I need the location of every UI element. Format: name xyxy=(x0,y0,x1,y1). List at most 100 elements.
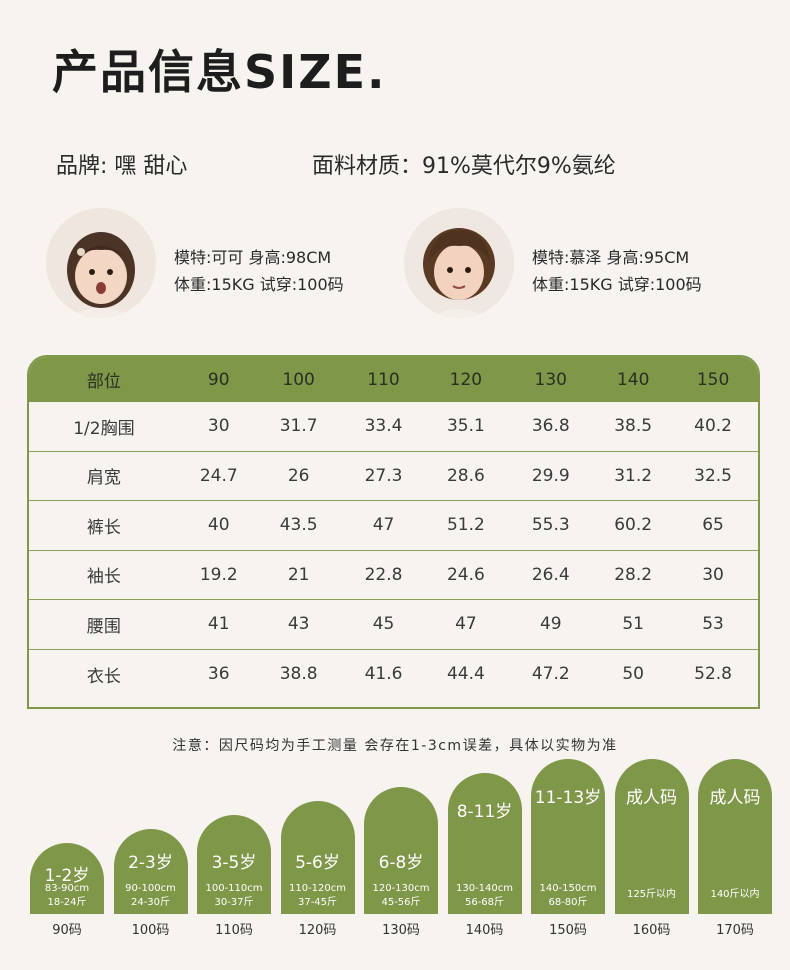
height-range-label: 120-130cm xyxy=(372,883,430,894)
table-cell: 45 xyxy=(372,614,395,635)
age-range-label: 3-5岁 xyxy=(211,853,257,873)
table-cell: 24.7 xyxy=(199,465,238,486)
measurement-note: 注意：因尺码均为手工测量 会存在1-3cm误差，具体以实物为准 xyxy=(172,738,618,754)
age-size-column: 1-2岁 83-90cm 18-24斤 90码 xyxy=(27,770,107,970)
size-label: 120码 xyxy=(298,923,337,938)
header-cell: 120 xyxy=(449,369,483,390)
table-cell: 1/2胸围 xyxy=(73,418,135,439)
age-size-column: 成人码 125斤以内 160码 xyxy=(612,759,692,970)
weight-range-label: 18-24斤 xyxy=(47,897,87,908)
table-cell: 32.5 xyxy=(694,465,732,486)
brand-text: 品牌: 嘿 甜心 xyxy=(56,154,188,179)
boy-model-photo xyxy=(404,208,514,318)
table-row: 衣长 36 38.8 41.6 44.4 47.2 50 52.8 xyxy=(29,650,758,700)
age-range-label: 6-8岁 xyxy=(378,853,424,873)
girl-model-info: 模特:可可 身高:98CM 体重:15KG 试穿:100码 xyxy=(174,244,414,298)
table-row: 裤长 40 43.5 47 51.2 55.3 60.2 65 xyxy=(29,501,758,551)
header-cell: 100 xyxy=(282,369,315,390)
age-size-column: 5-6岁 110-120cm 37-45斤 120码 xyxy=(278,770,358,970)
weight-range-label: 56-68斤 xyxy=(464,897,505,908)
age-range-label: 8-11岁 xyxy=(456,802,513,822)
size-label: 170码 xyxy=(716,923,754,938)
girl-model-line2: 体重:15KG 试穿:100码 xyxy=(174,275,344,294)
table-row: 袖长 19.2 21 22.8 24.6 26.4 28.2 30 xyxy=(29,551,758,600)
header-cell: 90 xyxy=(207,369,230,390)
table-cell: 52.8 xyxy=(694,664,732,685)
table-cell: 袖长 xyxy=(86,567,121,588)
age-size-column: 3-5岁 100-110cm 30-37斤 110码 xyxy=(194,770,274,970)
table-cell: 裤长 xyxy=(86,517,121,538)
table-cell: 47 xyxy=(372,515,395,536)
table-cell: 38.5 xyxy=(614,416,653,437)
height-range-label: 83-90cm xyxy=(44,883,90,894)
table-cell: 47.2 xyxy=(531,664,570,685)
table-cell: 43 xyxy=(287,614,310,635)
age-card: 6-8岁 120-130cm 45-56斤 xyxy=(364,787,438,914)
table-cell: 43.5 xyxy=(279,515,318,536)
age-card: 11-13岁 140-150cm 68-80斤 xyxy=(531,759,605,914)
weight-range-label: 68-80斤 xyxy=(548,897,588,908)
table-cell: 51 xyxy=(622,614,644,635)
height-range-label: 130-140cm xyxy=(455,883,514,894)
table-cell: 肩宽 xyxy=(86,468,121,489)
age-card: 1-2岁 83-90cm 18-24斤 xyxy=(30,843,104,914)
size-label: 160码 xyxy=(632,923,671,938)
height-range-label: 90-100cm xyxy=(125,883,176,894)
age-range-label: 11-13岁 xyxy=(534,788,602,808)
size-label: 150码 xyxy=(549,923,587,938)
boy-model-info: 模特:慕泽 身高:95CM 体重:15KG 试穿:100码 xyxy=(532,244,772,298)
age-size-column: 2-3岁 90-100cm 24-30斤 100码 xyxy=(111,770,191,970)
table-cell: 36.8 xyxy=(531,416,570,437)
table-cell: 27.3 xyxy=(364,465,403,486)
table-cell: 28.2 xyxy=(614,564,653,585)
table-cell: 40 xyxy=(207,515,230,536)
table-row: 1/2胸围 30 31.7 33.4 35.1 36.8 38.5 40.2 xyxy=(29,402,758,452)
height-range-label: 140-150cm xyxy=(539,883,597,894)
header-cell: 110 xyxy=(367,369,400,390)
table-cell: 35.1 xyxy=(446,416,485,437)
table-row: 腰围 41 43 45 47 49 51 53 xyxy=(29,600,758,650)
table-cell: 38.8 xyxy=(279,664,318,685)
table-cell: 21 xyxy=(287,564,310,585)
table-cell: 22.8 xyxy=(364,564,403,585)
table-cell: 40.2 xyxy=(694,416,732,437)
table-cell: 41 xyxy=(207,614,230,635)
size-label: 110码 xyxy=(215,923,253,938)
age-size-column: 成人码 140斤以内 170码 xyxy=(695,759,775,970)
header-cell: 部位 xyxy=(86,372,121,392)
table-cell: 53 xyxy=(702,614,724,635)
table-header-row: 部位 90 100 110 120 130 140 150 xyxy=(29,357,758,402)
table-cell: 28.6 xyxy=(446,465,485,486)
table-cell: 36 xyxy=(207,664,230,685)
header-cell: 130 xyxy=(534,369,567,390)
table-cell: 19.2 xyxy=(199,564,238,585)
age-range-label: 5-6岁 xyxy=(295,853,340,873)
table-cell: 29.9 xyxy=(531,465,570,486)
age-range-label: 2-3岁 xyxy=(128,853,173,873)
weight-range-label: 30-37斤 xyxy=(214,897,254,908)
table-cell: 41.6 xyxy=(364,664,403,685)
table-cell: 51.2 xyxy=(446,515,485,536)
table-cell: 31.2 xyxy=(614,465,653,486)
age-size-chart: 1-2岁 83-90cm 18-24斤 90码 2-3岁 90-100cm 24-30斤 10… xyxy=(0,759,790,970)
table-cell: 31.7 xyxy=(279,416,318,437)
age-range-label: 成人码 xyxy=(626,788,677,808)
age-card: 成人码 140斤以内 xyxy=(698,759,772,914)
table-cell: 33.4 xyxy=(364,416,403,437)
table-cell: 44.4 xyxy=(446,664,485,685)
age-card: 5-6岁 110-120cm 37-45斤 xyxy=(280,801,355,914)
girl-model-line1: 模特:可可 身高:98CM xyxy=(174,248,332,267)
weight-range-label: 24-30斤 xyxy=(130,897,171,908)
table-cell: 65 xyxy=(702,515,724,536)
girl-model-photo xyxy=(46,208,156,318)
height-range-label: 125斤以内 xyxy=(626,889,677,900)
size-label: 140码 xyxy=(465,923,504,938)
size-label: 90码 xyxy=(52,923,82,938)
header-cell: 140 xyxy=(616,369,650,390)
boy-model-line2: 体重:15KG 试穿:100码 xyxy=(532,275,702,294)
table-cell: 腰围 xyxy=(86,616,121,637)
height-range-label: 100-110cm xyxy=(205,883,263,894)
table-cell: 30 xyxy=(702,564,724,585)
age-card: 8-11岁 130-140cm 56-68斤 xyxy=(447,773,522,914)
size-label: 130码 xyxy=(382,923,420,938)
